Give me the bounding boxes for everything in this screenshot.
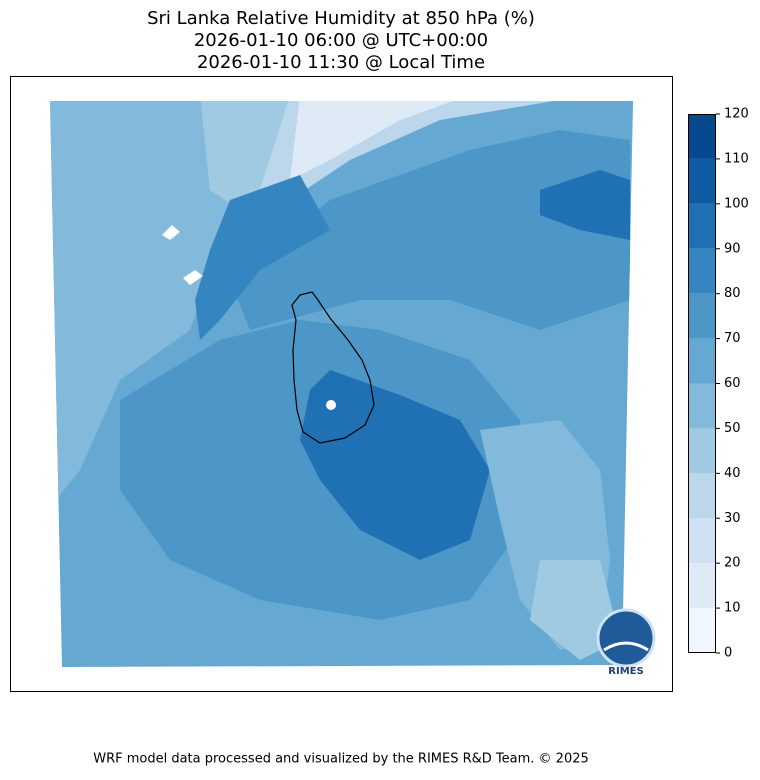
field-gap [183, 270, 203, 285]
colorbar-tick-label: 90 [724, 241, 741, 256]
colorbar: 0 10 20 30 40 50 60 70 80 90 100 110 120 [688, 107, 749, 661]
logo-wave [603, 641, 649, 652]
colorbar-outline [688, 114, 716, 653]
colorbar-level [688, 563, 716, 609]
field-region [230, 130, 630, 330]
colorbar-level [688, 428, 716, 474]
colorbar-tick-label: 30 [724, 511, 741, 526]
colorbar-tick-label: 120 [724, 107, 749, 122]
colorbar-level [688, 203, 716, 249]
field-gap [326, 400, 336, 410]
footer: WRF model data processed and visualized … [93, 752, 589, 767]
logo-text: RIMES [608, 666, 643, 677]
field-gap [162, 225, 180, 240]
colorbar-level [688, 338, 716, 384]
colorbar-level [688, 608, 716, 653]
colorbar-tick-label: 100 [724, 196, 749, 211]
colorbar-tick-label: 0 [724, 646, 732, 661]
colorbar-tick-label: 10 [724, 601, 741, 616]
colorbar-tick-label: 40 [724, 466, 741, 481]
field-region [540, 170, 630, 240]
title-line: 2026-01-10 11:30 @ Local Time [197, 52, 485, 73]
colorbar-tick-label: 60 [724, 376, 741, 391]
colorbar-level [688, 248, 716, 294]
field-region [300, 370, 490, 560]
map-field [50, 101, 633, 667]
colorbar-level [688, 518, 716, 564]
colorbar-level [688, 473, 716, 519]
colorbar-tick-label: 80 [724, 286, 741, 301]
colorbar-level [688, 293, 716, 339]
colorbar-tick-label: 70 [724, 331, 741, 346]
logo-badge [596, 608, 656, 668]
colorbar-level [688, 114, 716, 159]
colorbar-level [688, 158, 716, 204]
title-line: Sri Lanka Relative Humidity at 850 hPa (… [147, 8, 535, 29]
sri-lanka-coastline [291, 291, 375, 444]
logo: RIMES [596, 608, 656, 677]
colorbar-tick-label: 50 [724, 421, 741, 436]
title-line: 2026-01-10 06:00 @ UTC+00:00 [194, 30, 488, 51]
field-region [290, 101, 470, 180]
colorbar-tick-label: 110 [724, 151, 749, 166]
colorbar-tick-label: 20 [724, 556, 741, 571]
colorbar-level [688, 383, 716, 429]
field-region [195, 175, 330, 340]
